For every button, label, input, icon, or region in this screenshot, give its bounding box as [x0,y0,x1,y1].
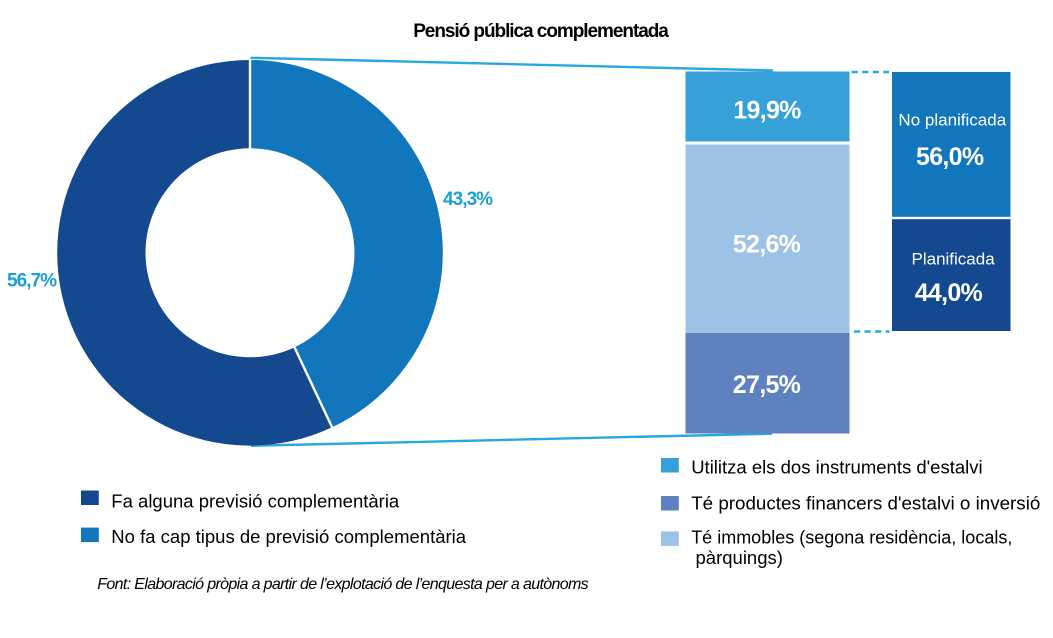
svg-text:Planificada: Planificada [912,249,996,268]
svg-text:No fa cap tipus de previsió co: No fa cap tipus de previsió complementàr… [111,526,466,547]
svg-text:43,3%: 43,3% [443,189,493,210]
svg-text:44,0%: 44,0% [915,279,983,307]
svg-text:Pensió pública complementada: Pensió pública complementada [413,21,669,42]
svg-text:No planificada: No planificada [898,111,1006,130]
svg-text:Fa alguna previsió complementà: Fa alguna previsió complementària [111,491,400,512]
svg-text:Té immobles (segona residència: Té immobles (segona residència, locals, [691,528,1012,548]
svg-text:Utilitza els dos instruments d: Utilitza els dos instruments d'estalvi [691,456,982,477]
svg-text:pàrquings): pàrquings) [696,547,783,568]
svg-text:56,7%: 56,7% [7,271,57,292]
svg-text:Font: Elaboració pròpia a part: Font: Elaboració pròpia a partir de l’ex… [97,576,588,593]
svg-text:19,9%: 19,9% [733,96,801,124]
svg-text:56,0%: 56,0% [916,143,984,171]
svg-text:27,5%: 27,5% [733,371,801,399]
svg-text:Té productes financers d'estal: Té productes financers d'estalvi o inver… [691,493,1040,514]
svg-text:52,6%: 52,6% [733,231,801,259]
